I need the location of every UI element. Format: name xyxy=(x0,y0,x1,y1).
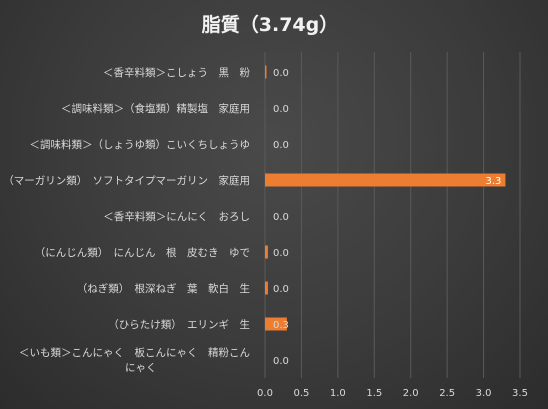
data-label: 0.0 xyxy=(273,68,289,79)
x-tick-label: 3.5 xyxy=(512,388,528,399)
bar-layer xyxy=(265,65,506,331)
data-label: 0.0 xyxy=(273,104,289,115)
data-label: 0.0 xyxy=(273,140,289,151)
x-tick-label: 0.0 xyxy=(257,388,273,399)
category-label: ＜調味料類＞（しょうゆ類）こいくちしょうゆ xyxy=(30,138,251,151)
category-label: ＜いも類＞こんにゃく 板こんにゃく 精粉こんにゃく xyxy=(19,346,250,374)
bar xyxy=(265,317,287,331)
data-labels: 0.0 0.0 0.0 3.3 0.0 0.0 0.0 0.3 0.0 xyxy=(273,68,501,367)
data-label: 0.0 xyxy=(273,284,289,295)
x-tick-label: 1.0 xyxy=(330,388,346,399)
category-label: ＜調味料類＞（食塩類）精製塩 家庭用 xyxy=(61,102,250,115)
category-labels: ＜香辛料類＞こしょう 黒 粉 ＜調味料類＞（食塩類）精製塩 家庭用 ＜調味料類＞（し… xyxy=(3,66,250,374)
category-label: ＜香辛料類＞にんにく おろし xyxy=(103,210,250,223)
data-label: 0.3 xyxy=(273,320,289,331)
bar xyxy=(265,65,267,79)
data-label: 0.0 xyxy=(273,356,289,367)
x-tick-label: 1.5 xyxy=(366,388,382,399)
category-label: ＜香辛料類＞こしょう 黒 粉 xyxy=(103,66,250,79)
category-label: （にんじん類） にんじん 根 皮むき ゆで xyxy=(35,246,250,259)
bar xyxy=(265,173,506,187)
bar xyxy=(265,245,268,259)
x-axis-tick-labels: 0.0 0.5 1.0 1.5 2.0 2.5 3.0 3.5 xyxy=(257,388,528,399)
x-tick-label: 2.0 xyxy=(403,388,419,399)
x-tick-label: 0.5 xyxy=(293,388,309,399)
bar xyxy=(265,281,268,295)
category-label: （ねぎ類） 根深ねぎ 葉 軟白 生 xyxy=(77,282,250,295)
category-label: （ひらたけ類） エリンギ 生 xyxy=(108,318,250,331)
x-tick-label: 3.0 xyxy=(476,388,492,399)
category-label: （マーガリン類） ソフトタイプマーガリン 家庭用 xyxy=(3,174,250,187)
x-tick-label: 2.5 xyxy=(439,388,455,399)
data-label: 0.0 xyxy=(273,248,289,259)
chart-title: 脂質（3.74g） xyxy=(202,13,338,36)
data-label: 3.3 xyxy=(486,176,502,187)
grid-layer xyxy=(264,52,521,378)
data-label: 0.0 xyxy=(273,212,289,223)
